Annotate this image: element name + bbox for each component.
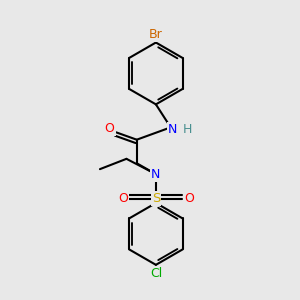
Text: N: N (168, 124, 177, 136)
Text: N: N (151, 168, 160, 181)
Text: S: S (152, 192, 160, 205)
Text: O: O (184, 192, 194, 205)
Text: O: O (105, 122, 115, 135)
Text: O: O (118, 192, 128, 205)
Text: Br: Br (149, 28, 163, 41)
Text: H: H (183, 123, 192, 136)
Text: Cl: Cl (150, 267, 162, 280)
